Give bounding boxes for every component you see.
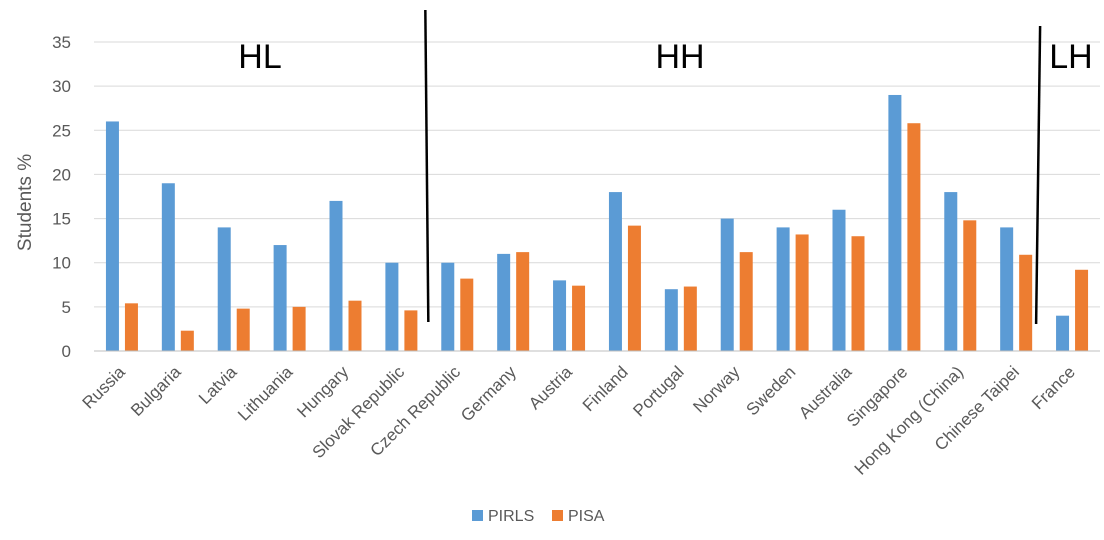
bar-pisa xyxy=(292,306,306,351)
region-label: HH xyxy=(655,38,704,76)
category-label: France xyxy=(1028,362,1079,413)
category-label: Hong Kong (China) xyxy=(851,362,967,478)
category-label: Portugal xyxy=(629,362,687,420)
category-label: Latvia xyxy=(195,362,241,408)
y-tick-label: 35 xyxy=(52,33,71,52)
legend-label-pirls: PIRLS xyxy=(488,508,534,525)
bar-pirls xyxy=(441,262,455,351)
bar-pirls xyxy=(553,280,567,351)
bar-pisa xyxy=(963,220,977,351)
legend-label-pisa: PISA xyxy=(568,508,605,525)
bar-pirls xyxy=(105,121,119,351)
bar-pisa xyxy=(795,234,809,351)
bar-pisa xyxy=(627,225,641,351)
bar-pirls xyxy=(273,245,287,351)
bar-pirls xyxy=(664,289,678,351)
bar-pirls xyxy=(497,253,511,351)
bar-pisa xyxy=(1019,254,1033,351)
bar-pisa xyxy=(460,278,474,351)
bars xyxy=(105,94,1089,351)
bar-pirls xyxy=(161,183,175,351)
category-label: Lithuania xyxy=(234,362,297,425)
bar-pisa xyxy=(1075,269,1089,351)
bar-pirls xyxy=(385,262,399,351)
y-tick-label: 25 xyxy=(52,121,71,140)
region-divider xyxy=(1034,25,1042,325)
bar-pisa xyxy=(572,285,586,351)
legend-swatch-pisa xyxy=(552,510,563,521)
bar-pisa xyxy=(739,252,753,351)
y-tick-label: 15 xyxy=(52,210,71,229)
bar-pisa xyxy=(180,330,194,351)
y-axis-title: Students % xyxy=(15,154,36,251)
category-label: Germany xyxy=(457,362,520,425)
region-label: LH xyxy=(1049,38,1092,76)
annotations: HL HH LH xyxy=(238,9,1093,325)
bar-pisa xyxy=(516,252,530,351)
legend: PIRLS PISA xyxy=(472,508,605,525)
y-tick-label: 0 xyxy=(62,342,71,361)
bar-pirls xyxy=(1056,315,1070,351)
bar-pisa xyxy=(124,303,138,351)
category-label: Austria xyxy=(525,362,576,413)
legend-swatch-pirls xyxy=(472,510,483,521)
bar-pirls xyxy=(608,192,622,351)
bar-pisa xyxy=(907,123,921,351)
category-label: Norway xyxy=(689,362,744,417)
gridlines xyxy=(94,41,1100,308)
y-tick-label: 10 xyxy=(52,254,71,273)
bar-pirls xyxy=(776,227,790,351)
bar-pirls xyxy=(944,192,958,351)
bar-pisa xyxy=(851,236,865,351)
category-label: Russia xyxy=(79,362,130,413)
bar-pirls xyxy=(720,218,734,351)
region-divider xyxy=(424,9,430,323)
y-tick-label: 20 xyxy=(52,165,71,184)
bar-pisa xyxy=(236,308,250,351)
category-label: Sweden xyxy=(743,362,800,419)
bar-pisa xyxy=(683,286,697,351)
y-tick-label: 5 xyxy=(62,298,71,317)
bar-pirls xyxy=(832,209,846,351)
y-tick-label: 30 xyxy=(52,77,71,96)
region-label: HL xyxy=(238,38,281,76)
bar-pirls xyxy=(1000,227,1014,351)
bar-pirls xyxy=(329,200,343,351)
category-label: Bulgaria xyxy=(127,362,185,420)
bar-pirls xyxy=(217,227,231,351)
bar-pirls xyxy=(888,94,902,351)
bar-pisa xyxy=(348,300,362,351)
category-label: Finland xyxy=(579,362,632,415)
bar-pisa xyxy=(404,310,418,351)
